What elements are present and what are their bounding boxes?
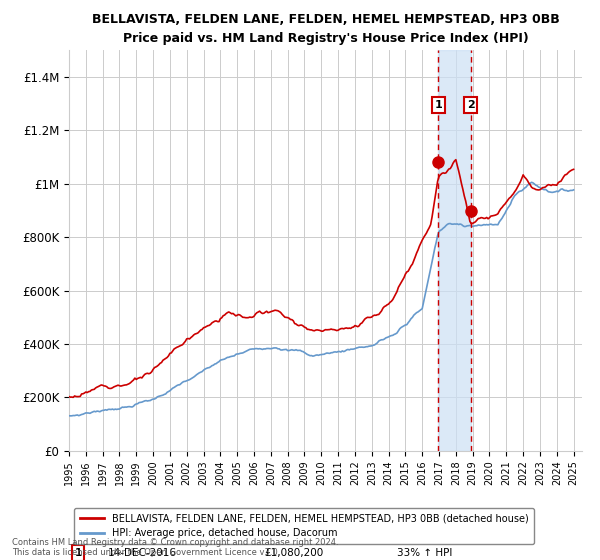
Legend: BELLAVISTA, FELDEN LANE, FELDEN, HEMEL HEMPSTEAD, HP3 0BB (detached house), HPI:: BELLAVISTA, FELDEN LANE, FELDEN, HEMEL H…	[74, 508, 535, 544]
Text: 33% ↑ HPI: 33% ↑ HPI	[397, 548, 452, 558]
Text: 2: 2	[467, 100, 475, 110]
Text: £1,080,200: £1,080,200	[264, 548, 323, 558]
Bar	[438, 50, 470, 451]
Text: 14-DEC-2016: 14-DEC-2016	[107, 548, 176, 558]
Title: BELLAVISTA, FELDEN LANE, FELDEN, HEMEL HEMPSTEAD, HP3 0BB
Price paid vs. HM Land: BELLAVISTA, FELDEN LANE, FELDEN, HEMEL H…	[92, 13, 559, 45]
Text: 1: 1	[434, 100, 442, 110]
Text: Contains HM Land Registry data © Crown copyright and database right 2024.
This d: Contains HM Land Registry data © Crown c…	[12, 538, 338, 557]
Text: 1: 1	[74, 548, 82, 558]
